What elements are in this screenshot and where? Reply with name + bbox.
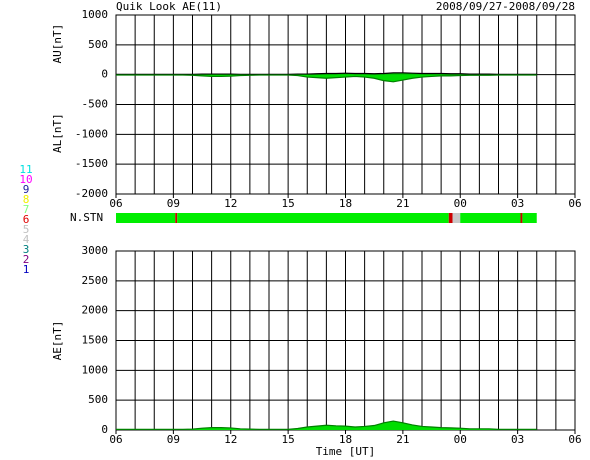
- y-tick-label: 1500: [82, 334, 109, 347]
- y-tick-label: 1000: [82, 363, 109, 376]
- y-tick-label: 0: [101, 423, 108, 436]
- legend-entry: 1: [23, 263, 30, 276]
- x-axis-label: Time [UT]: [316, 445, 376, 458]
- legend-entry: 10: [19, 173, 32, 186]
- station-segment: [522, 213, 537, 223]
- station-segment: [448, 213, 453, 223]
- station-segment: [177, 213, 449, 223]
- station-segment: [520, 213, 523, 223]
- y-axis-label: AU[nT]: [51, 24, 64, 64]
- y-axis-label: AE[nT]: [51, 321, 64, 361]
- y-tick-label: 500: [88, 393, 108, 406]
- title: Quik Look AE(11): [116, 0, 222, 13]
- station-segment: [460, 213, 521, 223]
- y-tick-label: 0: [101, 68, 108, 81]
- x-tick-label: 18: [339, 433, 352, 446]
- legend-entry: 2: [23, 253, 30, 266]
- station-segment: [452, 213, 461, 223]
- y-tick-label: 2000: [82, 304, 109, 317]
- x-tick-label: 06: [568, 197, 581, 210]
- y-tick-label: 500: [88, 38, 108, 51]
- date-range: 2008/09/27-2008/09/28: [436, 0, 575, 13]
- series-line: [116, 420, 537, 431]
- y-tick-label: -1000: [75, 127, 108, 140]
- x-tick-label: 00: [454, 433, 467, 446]
- legend-entry: 6: [23, 213, 30, 226]
- x-tick-label: 15: [282, 433, 295, 446]
- y-tick-label: 3000: [82, 244, 109, 257]
- y-tick-label: -1500: [75, 157, 108, 170]
- x-tick-label: 21: [396, 433, 409, 446]
- legend-entry: 7: [23, 203, 30, 216]
- y-tick-label: 1000: [82, 8, 109, 21]
- x-tick-label: 06: [109, 433, 122, 446]
- x-tick-label: 06: [109, 197, 122, 210]
- x-tick-label: 18: [339, 197, 352, 210]
- series-line: [116, 72, 537, 75]
- x-tick-label: 09: [167, 197, 180, 210]
- x-tick-label: 21: [396, 197, 409, 210]
- x-tick-label: 06: [568, 433, 581, 446]
- x-tick-label: 00: [454, 197, 467, 210]
- legend-entry: 5: [23, 223, 30, 236]
- x-tick-label: 03: [511, 433, 524, 446]
- legend-entry: 4: [23, 233, 30, 246]
- legend-entry: 11: [19, 163, 32, 176]
- stations-label: N.STN: [70, 211, 103, 224]
- x-tick-label: 12: [224, 433, 237, 446]
- x-tick-label: 03: [511, 197, 524, 210]
- x-tick-label: 12: [224, 197, 237, 210]
- series-line: [116, 74, 537, 83]
- y-axis-label: AL[nT]: [51, 113, 64, 153]
- legend-entry: 8: [23, 193, 30, 206]
- x-tick-label: 09: [167, 433, 180, 446]
- y-tick-label: -2000: [75, 187, 108, 200]
- y-tick-label: 2500: [82, 274, 109, 287]
- legend-entry: 3: [23, 243, 30, 256]
- y-tick-label: -500: [82, 98, 109, 111]
- x-tick-label: 15: [282, 197, 295, 210]
- legend-entry: 9: [23, 183, 30, 196]
- station-segment: [175, 213, 178, 223]
- station-segment: [116, 213, 176, 223]
